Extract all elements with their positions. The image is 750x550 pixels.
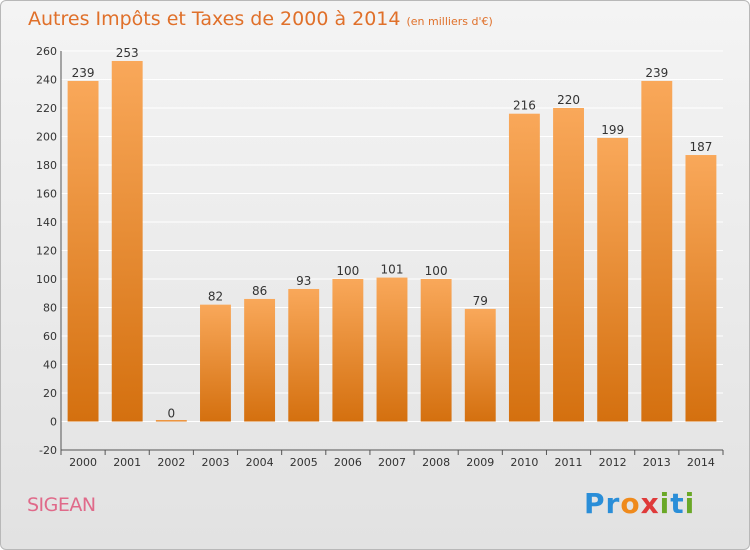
data-label: 199 [601,123,624,137]
x-tick-label: 2006 [334,456,362,469]
x-tick-label: 2002 [157,456,185,469]
data-label: 101 [381,263,404,277]
data-label: 93 [296,274,311,288]
proxiti-logo[interactable]: Proxiti [584,487,696,520]
data-label: 239 [645,66,668,80]
bar-2003 [200,304,231,422]
bar-2005 [288,288,320,422]
y-tick-label: 240 [36,74,57,87]
y-tick-label: 140 [36,216,57,229]
x-tick-label: 2005 [290,456,318,469]
y-tick-label: 220 [36,102,57,115]
y-tick-label: 120 [36,245,57,258]
chart-unit: (en milliers d'€) [406,15,493,28]
bar-2009 [464,308,496,422]
data-label: 100 [336,264,359,278]
bar-2000 [67,80,99,422]
x-tick-label: 2014 [687,456,715,469]
y-tick-label: 20 [43,387,57,400]
data-label: 86 [252,284,267,298]
data-label: 100 [425,264,448,278]
data-label: 187 [689,140,712,154]
data-label: 79 [473,294,488,308]
data-label: 216 [513,99,536,113]
y-tick-label: 180 [36,159,57,172]
x-tick-label: 2008 [422,456,450,469]
data-label: 220 [557,93,580,107]
x-tick-label: 2013 [643,456,671,469]
bar-2010 [508,113,540,422]
y-tick-label: 260 [36,45,57,58]
bar-2013 [641,80,673,422]
bar-2007 [376,277,408,422]
x-tick-label: 2011 [555,456,583,469]
chart-title: Autres Impôts et Taxes de 2000 à 2014 (en… [28,8,493,30]
place-name: SIGEAN [27,494,96,516]
bar-2008 [420,279,452,422]
bar-2011 [553,108,584,422]
x-tick-label: 2001 [113,456,141,469]
x-tick-label: 2012 [599,456,627,469]
y-tick-label: -20 [39,444,57,457]
data-label: 239 [72,66,95,80]
data-label: 0 [168,407,176,421]
x-tick-label: 2009 [466,456,494,469]
bar-layer [67,60,717,422]
bar-2006 [332,279,364,422]
data-label: 253 [116,46,139,60]
data-label: 82 [208,290,223,304]
bar-2002 [155,420,187,422]
chart-title-text: Autres Impôts et Taxes de 2000 à 2014 [28,8,401,30]
y-tick-label: 0 [50,416,57,429]
y-tick-label: 40 [43,359,57,372]
bar-2001 [111,60,143,422]
axis-layer: -20 0 20 40 60 80 100 120 140 160 180 200 220 240 260 2… [36,45,724,469]
x-tick-label: 2004 [246,456,274,469]
y-tick-label: 200 [36,131,57,144]
bar-2014 [685,155,717,422]
y-tick-label: 80 [43,302,57,315]
x-tick-label: 2007 [378,456,406,469]
x-tick-label: 2003 [201,456,229,469]
bar-2012 [597,137,629,422]
bar-2004 [244,298,276,422]
y-tick-label: 100 [36,273,57,286]
x-tick-label: 2000 [69,456,97,469]
label-layer: 239 253 0 82 86 93 100 101 100 79 216 220 199 239 187 [72,46,713,421]
y-tick-label: 60 [43,330,57,343]
y-tick-label: 160 [36,188,57,201]
x-tick-label: 2010 [510,456,538,469]
